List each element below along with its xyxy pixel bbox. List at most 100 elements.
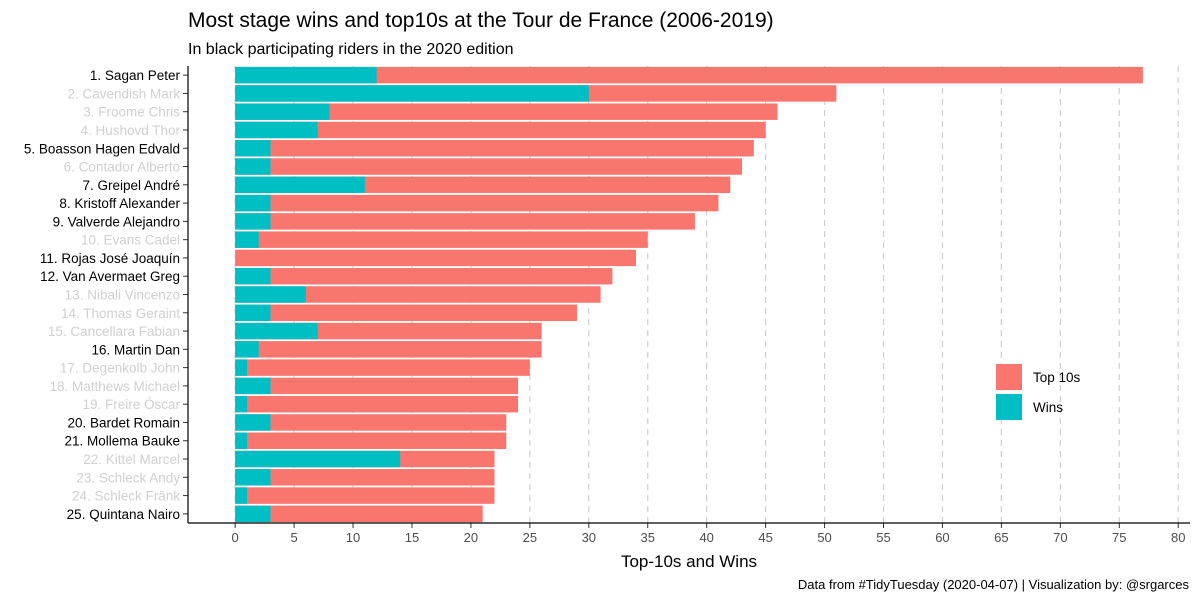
x-tick-label: 10: [346, 530, 360, 545]
x-tick-label: 50: [817, 530, 831, 545]
chart-subtitle: In black participating riders in the 202…: [188, 41, 514, 58]
bar-wins-2: [235, 85, 589, 102]
category-label: 23. Schleck Andy: [76, 470, 180, 485]
category-label: 20. Bardet Romain: [67, 415, 180, 430]
bar-wins-14: [235, 304, 271, 322]
category-label: 9. Valverde Alejandro: [53, 214, 180, 229]
legend: Top 10s Wins: [996, 364, 1081, 420]
category-label: 5. Boasson Hagen Edvald: [24, 141, 180, 156]
bar-top10s-16: [235, 341, 542, 358]
bar-top10s-5: [235, 140, 754, 157]
bar-wins-18: [235, 377, 271, 395]
category-label: 6. Contador Alberto: [64, 160, 180, 175]
category-label: 21. Mollema Bauke: [64, 434, 180, 449]
x-tick-label: 5: [290, 530, 297, 545]
x-tick-label: 20: [464, 530, 478, 545]
category-label: 17. Degenkolb John: [60, 361, 180, 376]
bar-top10s-17: [235, 359, 530, 376]
category-label: 25. Quintana Nairo: [67, 507, 180, 522]
chart-title: Most stage wins and top10s at the Tour d…: [188, 9, 774, 32]
x-tick-label: 35: [641, 530, 655, 545]
legend-label-top10s: Top 10s: [1033, 370, 1081, 385]
bar-wins-24: [235, 487, 247, 504]
category-label: 14. Thomas Geraint: [61, 306, 180, 321]
category-labels: 1. Sagan Peter 2. Cavendish Mark 3. Froome…: [24, 68, 181, 522]
bar-wins-12: [235, 267, 271, 285]
bar-wins-23: [235, 469, 271, 486]
x-tick-label: 80: [1171, 530, 1185, 545]
category-label: 22. Kittel Marcel: [83, 452, 180, 467]
bar-wins-15: [235, 322, 318, 340]
bar-wins-20: [235, 414, 271, 431]
legend-swatch-wins: [996, 394, 1022, 420]
bar-wins-10: [235, 231, 259, 248]
category-label: 18. Matthews Michael: [49, 379, 180, 394]
x-tick-label: 40: [699, 530, 713, 545]
bar-top10s-13: [235, 286, 601, 303]
axes: 0 5 10 15 20 25 30 35 40 45 50 55 60 65 70 75 80: [183, 66, 1190, 545]
bar-wins-17: [235, 359, 247, 376]
x-tick-label: 65: [994, 530, 1008, 545]
bar-top10s-6: [235, 158, 743, 175]
x-tick-label: 25: [523, 530, 537, 545]
category-label: 4. Hushovd Thor: [80, 123, 180, 138]
bar-top10s-10: [235, 231, 648, 248]
x-tick-label: 70: [1053, 530, 1067, 545]
x-tick-label: 45: [758, 530, 772, 545]
bar-wins-22: [235, 450, 401, 468]
x-tick-label: 75: [1112, 530, 1126, 545]
x-tick-label: 0: [232, 530, 239, 545]
bar-wins-4: [235, 121, 318, 139]
bar-top10s-14: [235, 304, 578, 322]
bar-top10s-12: [235, 267, 613, 285]
bar-top10s-4: [235, 121, 766, 139]
bar-wins-9: [235, 213, 271, 230]
bar-wins-19: [235, 395, 247, 413]
category-label: 24. Schleck Fränk: [72, 489, 180, 504]
category-label: 1. Sagan Peter: [90, 68, 181, 83]
category-label: 7. Greipel André: [82, 178, 180, 193]
category-label: 3. Froome Chris: [83, 105, 180, 120]
bar-top10s-20: [235, 414, 507, 431]
bar-top10s-1: [235, 66, 1143, 84]
x-tick-label: 60: [935, 530, 949, 545]
category-label: 8. Kristoff Alexander: [59, 196, 180, 211]
x-axis-title: Top-10s and Wins: [621, 552, 757, 571]
bar-wins-8: [235, 194, 271, 212]
category-label: 19. Freire Óscar: [82, 397, 180, 412]
bar-wins-1: [235, 66, 377, 84]
bar-top10s-24: [235, 487, 495, 504]
bar-wins-13: [235, 286, 306, 303]
bar-top10s-9: [235, 213, 695, 230]
bar-top10s-25: [235, 505, 483, 523]
x-tick-label: 30: [582, 530, 596, 545]
category-label: 10. Evans Cadel: [81, 233, 180, 248]
category-label: 15. Cancellara Fabian: [48, 324, 180, 339]
bar-top10s-23: [235, 469, 495, 486]
bar-top10s-8: [235, 194, 719, 212]
bar-top10s-18: [235, 377, 519, 395]
bar-top10s-3: [235, 103, 778, 120]
chart-caption: Data from #TidyTuesday (2020-04-07) | Vi…: [798, 577, 1190, 592]
bar-wins-16: [235, 341, 259, 358]
bar-wins-25: [235, 505, 271, 523]
bar-wins-5: [235, 140, 271, 157]
bar-wins-21: [235, 432, 247, 449]
category-label: 13. Nibali Vincenzo: [65, 288, 180, 303]
bar-top10s-19: [235, 395, 519, 413]
legend-label-wins: Wins: [1033, 400, 1063, 415]
category-label: 11. Rojas José Joaquín: [40, 251, 180, 266]
category-label: 12. Van Avermaet Greg: [40, 269, 180, 284]
bar-wins-3: [235, 103, 330, 120]
bars: [235, 66, 1143, 523]
category-label: 2. Cavendish Mark: [67, 86, 180, 101]
x-tick-label: 15: [405, 530, 419, 545]
legend-swatch-top10s: [996, 364, 1022, 390]
x-tick-label: 55: [876, 530, 890, 545]
category-label: 16. Martin Dan: [91, 342, 180, 357]
bar-wins-7: [235, 176, 365, 194]
bar-top10s-21: [235, 432, 507, 449]
bar-top10s-11: [235, 249, 636, 267]
bar-wins-6: [235, 158, 271, 175]
